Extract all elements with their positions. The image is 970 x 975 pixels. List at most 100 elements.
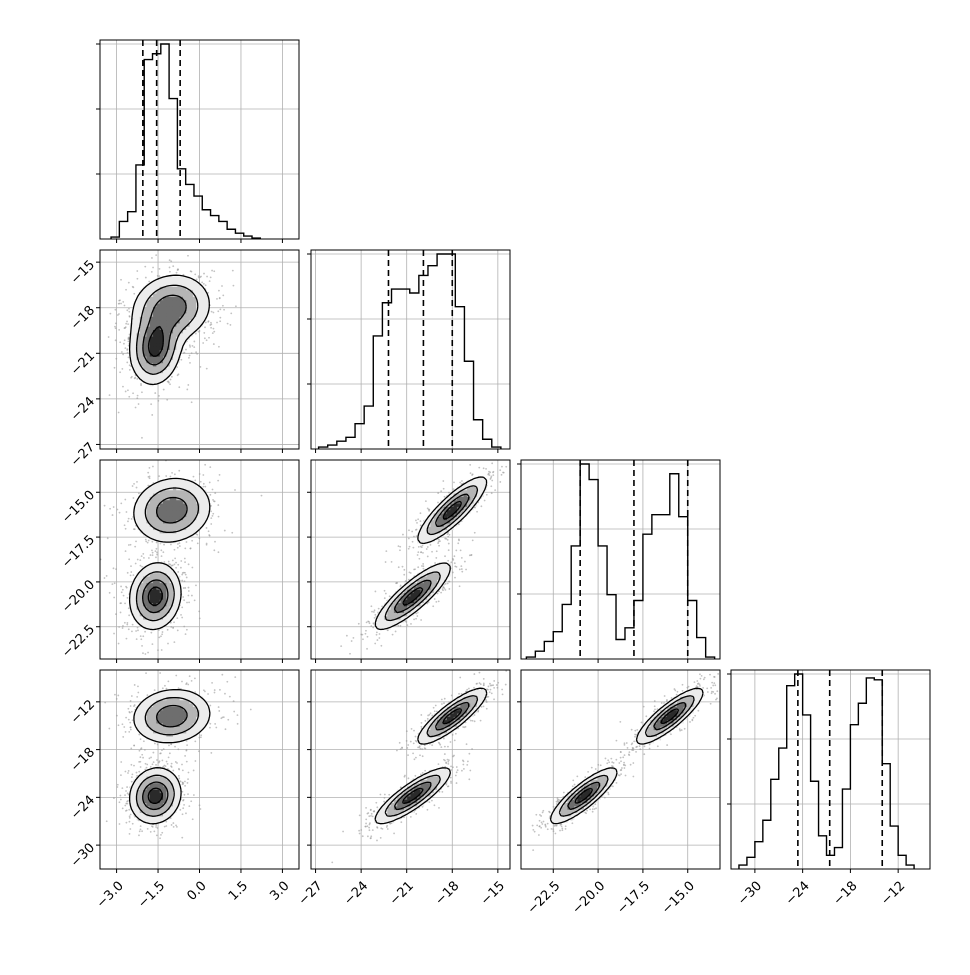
density-cell <box>440 520 444 524</box>
sample-point <box>180 614 182 616</box>
sample-point <box>234 676 236 678</box>
density-cell <box>153 346 157 350</box>
sample-point <box>187 793 189 795</box>
sample-point <box>416 535 418 537</box>
sample-point <box>119 299 121 301</box>
density-cell <box>180 320 184 324</box>
sample-point <box>408 548 410 550</box>
density-cell <box>190 306 194 310</box>
sample-point <box>210 511 212 513</box>
sample-point <box>427 546 429 548</box>
sample-point <box>214 723 216 725</box>
density-cell <box>160 613 164 617</box>
sample-point <box>148 557 150 559</box>
sample-point <box>137 559 139 561</box>
sample-point <box>156 759 158 761</box>
sample-point <box>193 341 195 343</box>
sample-point <box>202 474 204 476</box>
sample-point <box>115 339 117 341</box>
sample-point <box>422 563 424 565</box>
sample-point <box>120 774 122 776</box>
sample-point <box>437 502 439 504</box>
density-cell <box>173 606 177 610</box>
sample-point <box>134 684 136 686</box>
sample-point <box>138 492 140 494</box>
sample-point <box>174 746 176 748</box>
sample-point <box>447 583 449 585</box>
density-cell <box>143 320 147 324</box>
sample-point <box>122 354 124 356</box>
density-cell <box>193 526 197 530</box>
sample-point <box>113 797 115 799</box>
sample-point <box>128 719 130 721</box>
density-cell <box>170 500 174 504</box>
density-cell <box>163 593 167 597</box>
sample-point <box>188 590 190 592</box>
histogram-1 <box>311 250 510 449</box>
density-cell <box>140 619 144 623</box>
density-cell <box>173 286 177 290</box>
sample-point <box>187 778 189 780</box>
density-cell <box>140 326 144 330</box>
sample-point <box>483 467 485 469</box>
sample-point <box>214 492 216 494</box>
sample-point <box>182 807 184 809</box>
density-cell <box>176 280 180 284</box>
density-cell <box>200 296 204 300</box>
sample-point <box>147 472 149 474</box>
density-cell <box>163 346 167 350</box>
sample-point <box>192 345 194 347</box>
density-cell <box>190 516 194 520</box>
density-cell <box>170 593 174 597</box>
sample-point <box>185 349 187 351</box>
density-cell <box>190 496 194 500</box>
density-cell <box>200 513 204 517</box>
density-cell <box>186 316 190 320</box>
sample-point <box>494 489 496 491</box>
sample-point <box>139 756 141 758</box>
sample-point <box>177 543 179 545</box>
sample-point <box>447 536 449 538</box>
density-cell <box>166 277 170 281</box>
sample-point <box>217 310 219 312</box>
density-cell <box>136 576 140 580</box>
density-cell <box>153 576 157 580</box>
sample-point <box>123 595 125 597</box>
density-cell <box>170 300 174 304</box>
density-cell <box>186 300 190 304</box>
sample-point <box>464 561 466 563</box>
sample-point <box>180 359 182 361</box>
sample-point <box>196 353 198 355</box>
sample-point <box>217 504 219 506</box>
sample-point <box>485 468 487 470</box>
density-cell <box>180 533 184 537</box>
density-cell <box>160 280 164 284</box>
sample-point <box>165 475 167 477</box>
density-cell <box>143 493 147 497</box>
sample-point <box>226 681 228 683</box>
density-cell <box>477 483 481 487</box>
sample-point <box>417 518 419 520</box>
density-cell <box>166 490 170 494</box>
density-cell <box>186 330 190 334</box>
sample-point <box>213 328 215 330</box>
density-cell <box>391 616 395 620</box>
density-cell <box>203 303 207 307</box>
density-cell <box>180 493 184 497</box>
sample-point <box>122 386 124 388</box>
density-cell <box>176 596 180 600</box>
sample-point <box>118 724 120 726</box>
sample-point <box>156 542 158 544</box>
density-cell <box>140 496 144 500</box>
density-cell <box>166 526 170 530</box>
sample-point <box>469 554 471 556</box>
sample-point <box>470 472 472 474</box>
sample-point <box>417 551 419 553</box>
density-cell <box>170 613 174 617</box>
density-cell <box>136 306 140 310</box>
density-cell <box>170 280 174 284</box>
sample-point <box>150 632 152 634</box>
sample-point <box>119 602 121 604</box>
sample-point <box>234 489 236 491</box>
density-cell <box>420 536 424 540</box>
